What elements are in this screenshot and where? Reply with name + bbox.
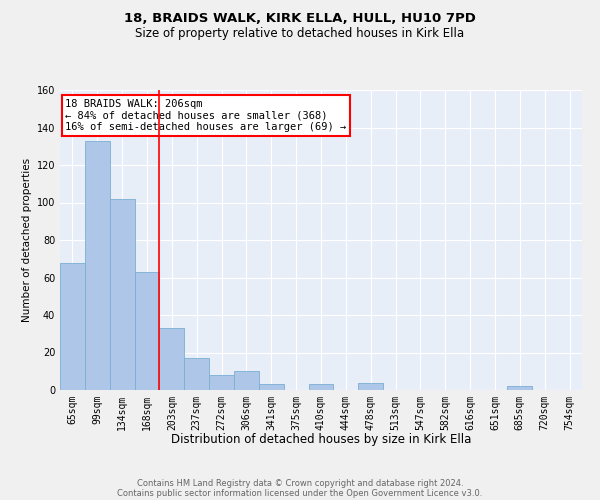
Bar [60, 262, 85, 390]
Text: 18, BRAIDS WALK, KIRK ELLA, HULL, HU10 7PD: 18, BRAIDS WALK, KIRK ELLA, HULL, HU10 7… [124, 12, 476, 26]
Bar [134, 272, 160, 390]
Bar [234, 371, 259, 390]
Bar [160, 328, 184, 390]
Bar [209, 375, 234, 390]
Text: 18 BRAIDS WALK: 206sqm
← 84% of detached houses are smaller (368)
16% of semi-de: 18 BRAIDS WALK: 206sqm ← 84% of detached… [65, 99, 346, 132]
Text: Distribution of detached houses by size in Kirk Ella: Distribution of detached houses by size … [171, 432, 471, 446]
Bar [358, 382, 383, 390]
Bar [259, 384, 284, 390]
Text: Contains public sector information licensed under the Open Government Licence v3: Contains public sector information licen… [118, 488, 482, 498]
Bar [85, 140, 110, 390]
Bar [508, 386, 532, 390]
Text: Size of property relative to detached houses in Kirk Ella: Size of property relative to detached ho… [136, 28, 464, 40]
Bar [308, 384, 334, 390]
Bar [184, 358, 209, 390]
Text: Contains HM Land Registry data © Crown copyright and database right 2024.: Contains HM Land Registry data © Crown c… [137, 478, 463, 488]
Y-axis label: Number of detached properties: Number of detached properties [22, 158, 32, 322]
Bar [110, 198, 134, 390]
